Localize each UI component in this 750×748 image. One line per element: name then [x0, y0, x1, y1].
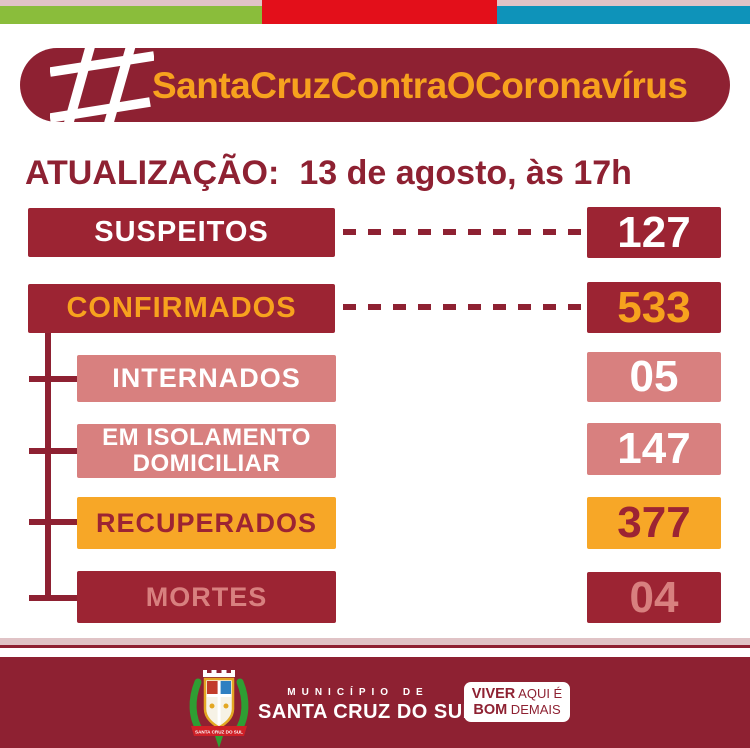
stat-value-internados: 05 [587, 352, 721, 402]
tree-connector-recuperados [29, 519, 77, 525]
stat-label: CONFIRMADOS [66, 292, 297, 324]
municipality-name: SANTA CRUZ DO SUL [258, 701, 476, 723]
tree-connector-vertical [45, 331, 51, 601]
city-coat-of-arms-icon: SANTA CRUZ DO SUL [189, 670, 249, 748]
stat-value-suspeitos: 127 [587, 207, 721, 258]
tree-connector-internados [29, 376, 77, 382]
crest-ribbon-text: SANTA CRUZ DO SUL [195, 730, 243, 735]
top-band-teal [497, 6, 750, 24]
stat-label: MORTES [145, 581, 268, 612]
stat-label: INTERNADOS [112, 363, 301, 393]
stat-bar-confirmados: CONFIRMADOS [28, 284, 335, 333]
slogan-badge: VIVER AQUI É BOM DEMAIS [464, 682, 570, 722]
stat-value-confirmados: 533 [587, 282, 721, 333]
top-band-red [262, 0, 497, 24]
slogan-line1-rest: AQUI É [515, 686, 563, 701]
hashtag-icon [50, 26, 154, 140]
pre-footer-maroon-line [0, 645, 750, 648]
stat-value-recuperados: 377 [587, 497, 721, 549]
update-datetime: 13 de agosto, às 17h [299, 154, 632, 192]
campaign-banner: SantaCruzContraOCoronavírus [20, 48, 730, 122]
municipality-small-label: MUNICÍPIO DE [287, 687, 429, 698]
stat-label: SUSPEITOS [94, 216, 269, 248]
slogan-line1-bold: VIVER [471, 686, 516, 702]
slogan-line-1: VIVER AQUI É [472, 686, 562, 702]
update-label: ATUALIZAÇÃO: [25, 154, 280, 192]
tree-connector-mortes [29, 595, 77, 601]
pre-footer-pink-strip [0, 638, 750, 645]
tree-connector-isolamento [29, 448, 77, 454]
stat-bar-internados: INTERNADOS [77, 355, 336, 402]
footer: SANTA CRUZ DO SUL MUNICÍPIO DE SANTA CRU… [0, 657, 750, 748]
stat-label: RECUPERADOS [95, 507, 318, 538]
stat-label-line1: EM ISOLAMENTO [102, 424, 311, 451]
stat-bar-isolamento: EM ISOLAMENTO DOMICILIAR [77, 424, 336, 478]
slogan-line2-bold: BOM [473, 702, 508, 718]
municipality-block: MUNICÍPIO DE SANTA CRUZ DO SUL [258, 687, 476, 724]
slogan-line2-rest: DEMAIS [507, 702, 561, 717]
stat-value-mortes: 04 [587, 572, 721, 623]
stat-bar-suspeitos: SUSPEITOS [28, 208, 335, 257]
dash-line-suspeitos [343, 229, 585, 235]
stat-bar-mortes: MORTES [77, 571, 336, 623]
dash-line-confirmados [343, 304, 585, 310]
stat-value-isolamento: 147 [587, 423, 721, 475]
slogan-line-2: BOM DEMAIS [473, 702, 560, 718]
stat-bar-recuperados: RECUPERADOS [77, 497, 336, 549]
stat-label-line2: DOMICILIAR [132, 450, 281, 477]
campaign-title: SantaCruzContraOCoronavírus [152, 65, 688, 106]
top-band-green [0, 6, 262, 24]
update-heading: ATUALIZAÇÃO: 13 de agosto, às 17h [25, 150, 725, 196]
